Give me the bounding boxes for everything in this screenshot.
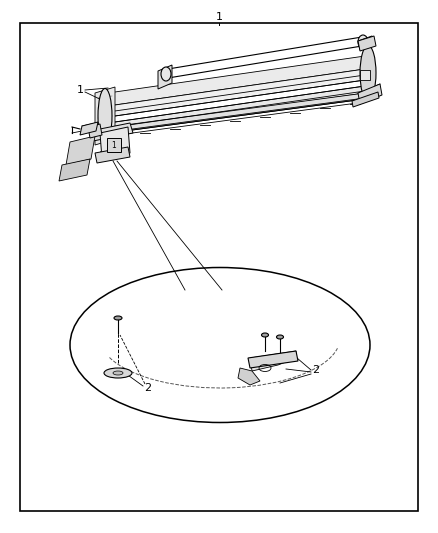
Polygon shape <box>358 84 382 104</box>
Ellipse shape <box>161 67 171 81</box>
Ellipse shape <box>104 368 132 378</box>
Polygon shape <box>248 351 298 368</box>
Polygon shape <box>80 122 98 135</box>
Polygon shape <box>358 36 376 51</box>
Polygon shape <box>238 368 260 385</box>
Polygon shape <box>108 69 365 117</box>
Polygon shape <box>158 65 172 89</box>
Polygon shape <box>250 351 296 371</box>
Polygon shape <box>95 147 130 163</box>
Ellipse shape <box>98 88 112 143</box>
Polygon shape <box>95 93 365 135</box>
Polygon shape <box>108 86 365 130</box>
Polygon shape <box>66 136 95 165</box>
Polygon shape <box>108 56 365 106</box>
Bar <box>360 70 370 80</box>
Polygon shape <box>358 36 374 50</box>
Text: 1: 1 <box>215 12 223 22</box>
Bar <box>107 138 121 152</box>
Polygon shape <box>90 123 133 141</box>
Ellipse shape <box>114 316 122 320</box>
Polygon shape <box>88 124 102 138</box>
Polygon shape <box>95 87 115 145</box>
Polygon shape <box>59 159 90 181</box>
Ellipse shape <box>261 333 268 337</box>
Ellipse shape <box>358 35 368 49</box>
Text: 2: 2 <box>145 383 152 393</box>
Polygon shape <box>100 127 130 159</box>
Ellipse shape <box>360 45 376 101</box>
Text: 1: 1 <box>112 141 117 149</box>
Ellipse shape <box>70 268 370 423</box>
Text: 2: 2 <box>312 365 320 375</box>
Ellipse shape <box>276 335 283 339</box>
Ellipse shape <box>113 371 123 375</box>
Polygon shape <box>352 92 379 107</box>
Text: 1: 1 <box>77 85 84 95</box>
